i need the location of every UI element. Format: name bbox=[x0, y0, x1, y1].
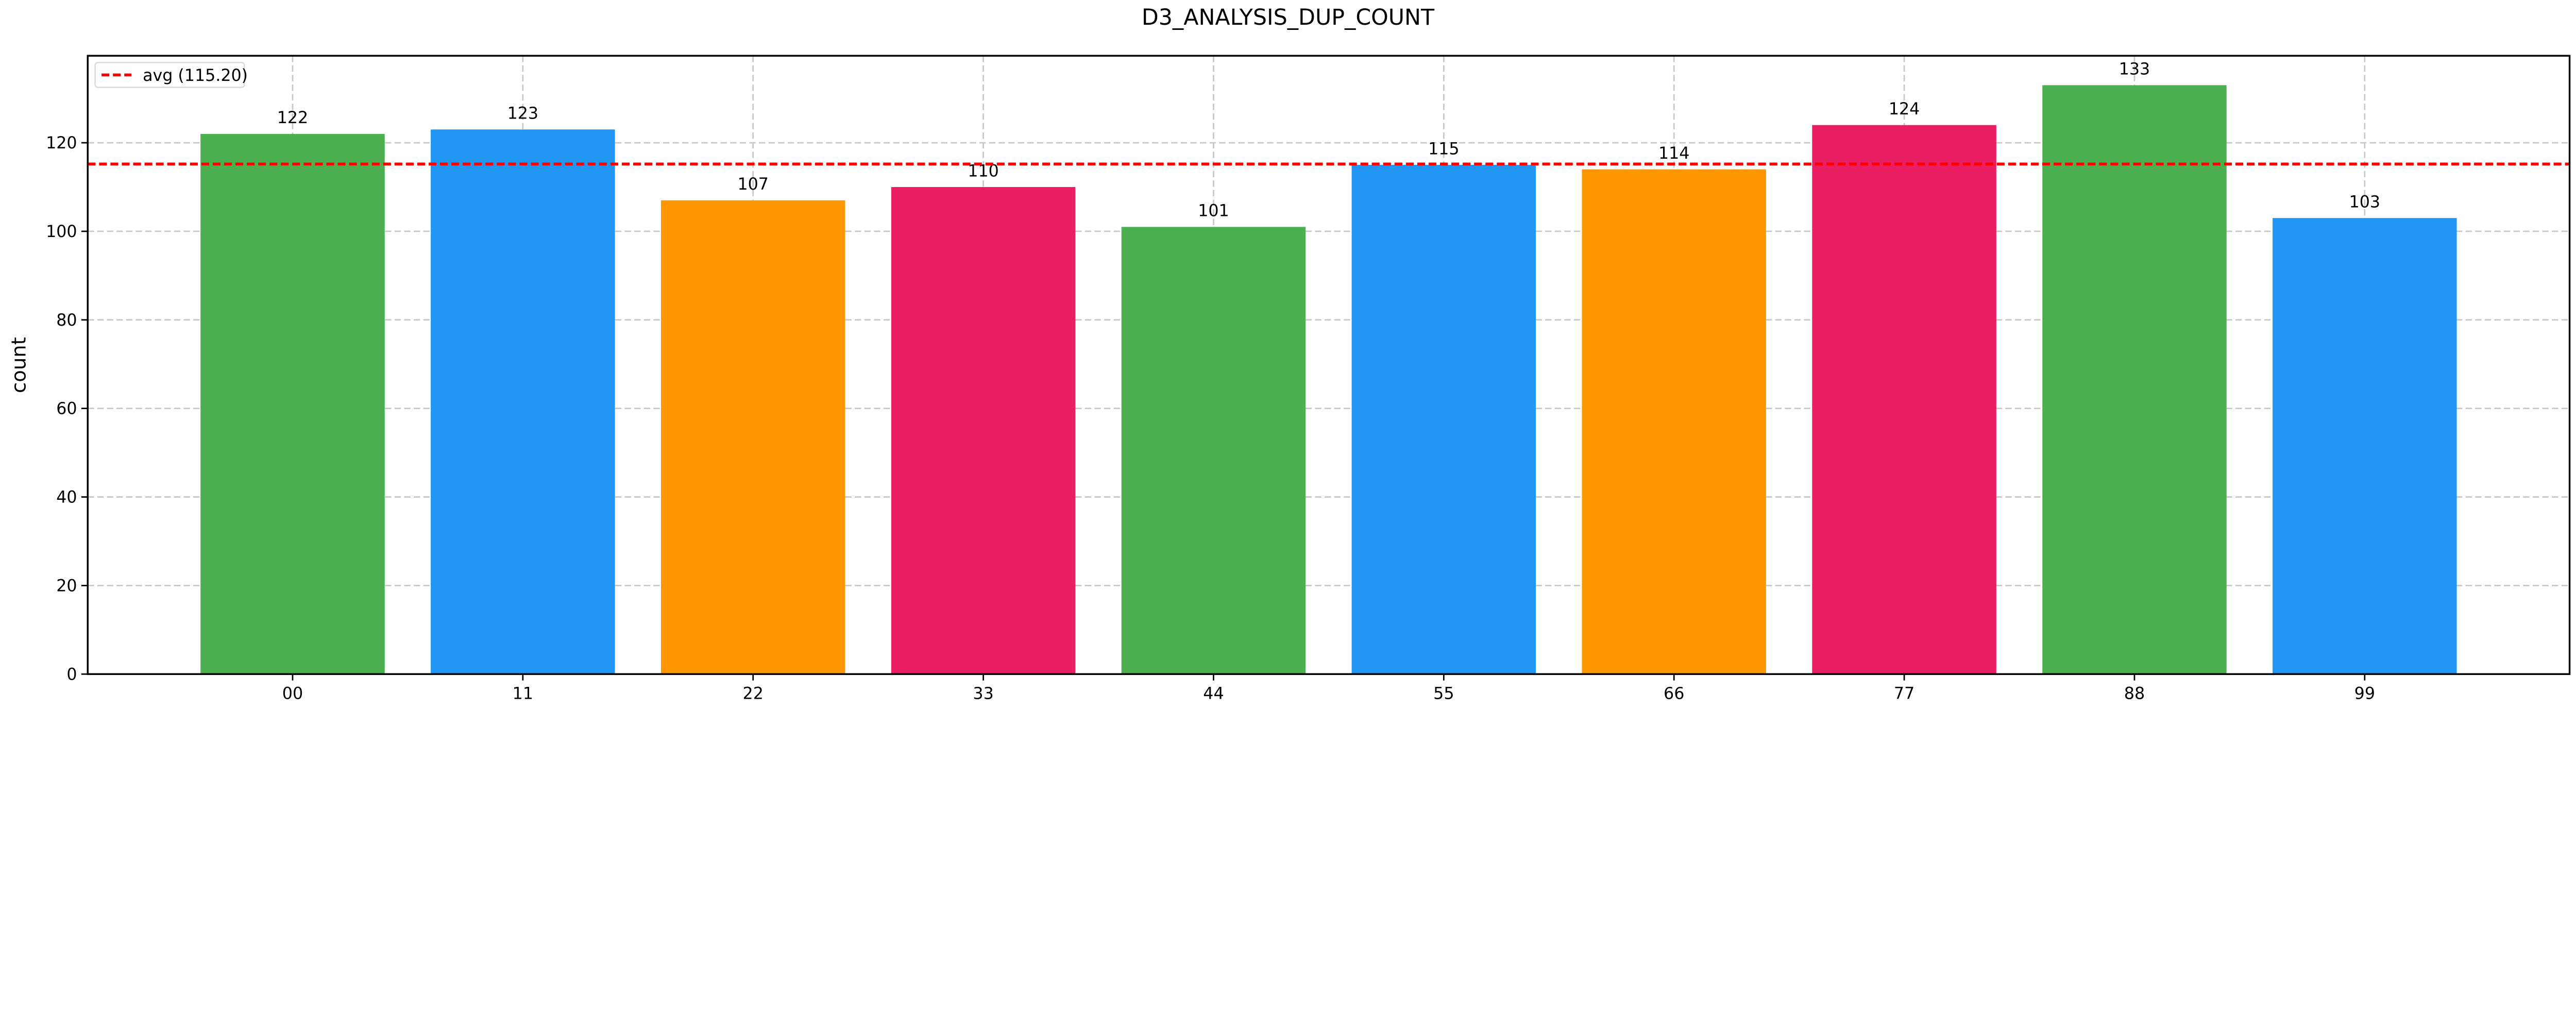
x-tick-label: 99 bbox=[2354, 684, 2375, 703]
x-tick-label: 33 bbox=[973, 684, 993, 703]
bar-value-label: 107 bbox=[737, 175, 768, 194]
y-tick-label: 120 bbox=[46, 134, 77, 153]
x-tick-label: 11 bbox=[513, 684, 533, 703]
y-tick-label: 100 bbox=[46, 223, 77, 241]
bar-00 bbox=[200, 133, 385, 674]
y-tick-label: 0 bbox=[66, 665, 77, 684]
y-tick-label: 40 bbox=[56, 488, 77, 507]
bar-chart: D3_ANALYSIS_DUP_COUNT count 122 123107110… bbox=[7, 5, 2571, 703]
bar-33 bbox=[891, 187, 1076, 674]
bar-44 bbox=[1121, 227, 1306, 674]
bar-value-label: 110 bbox=[968, 162, 998, 180]
legend-box bbox=[94, 61, 245, 88]
x-tick-label: 22 bbox=[743, 684, 764, 703]
y-axis-label: count bbox=[8, 337, 31, 393]
chart-title: D3_ANALYSIS_DUP_COUNT bbox=[1142, 5, 1435, 30]
legend: avg (115.20) bbox=[94, 61, 248, 88]
y-tick-label: 60 bbox=[56, 400, 77, 418]
bar-55 bbox=[1351, 165, 1536, 674]
bar-value-label: 103 bbox=[2349, 193, 2380, 211]
bar-22 bbox=[660, 200, 845, 674]
bar-value-label: 115 bbox=[1428, 140, 1459, 158]
bar-value-label: 122 bbox=[277, 109, 308, 127]
x-tick-label: 00 bbox=[282, 684, 303, 703]
bar-77 bbox=[1812, 125, 1996, 674]
bar-value-label: 133 bbox=[2119, 60, 2150, 79]
x-tick-label: 66 bbox=[1664, 684, 1684, 703]
bar-99 bbox=[2273, 218, 2457, 674]
x-tick-label: 55 bbox=[1433, 684, 1454, 703]
bar-66 bbox=[1582, 169, 1766, 674]
x-tick-label: 44 bbox=[1203, 684, 1224, 703]
axes-frame bbox=[87, 55, 2571, 675]
bar-value-label: 123 bbox=[507, 105, 538, 123]
bar-11 bbox=[431, 129, 615, 674]
bar-value-label: 124 bbox=[1889, 100, 1920, 119]
bars bbox=[200, 85, 2457, 674]
bar-value-label: 101 bbox=[1198, 202, 1229, 221]
legend-label: avg (115.20) bbox=[143, 66, 248, 85]
y-tick-label: 20 bbox=[56, 577, 77, 595]
x-tick-label: 77 bbox=[1894, 684, 1914, 703]
y-tick-label: 80 bbox=[56, 311, 77, 330]
bar-value-labels: 122 123 107 110 101 115 114 124 133 103 bbox=[277, 60, 2380, 221]
bar-value-label: 114 bbox=[1658, 144, 1689, 163]
x-tick-label: 88 bbox=[2124, 684, 2145, 703]
bar-88 bbox=[2042, 85, 2227, 674]
axes: 0 20 40 60 80 100 120 00 11 22 33 44 55 66 77 88 99 bbox=[46, 55, 2571, 703]
